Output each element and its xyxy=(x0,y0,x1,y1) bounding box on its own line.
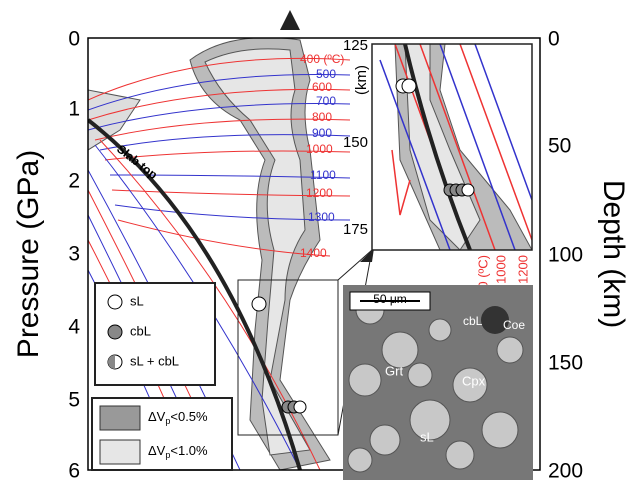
legend-label: cbL xyxy=(130,323,151,338)
y-tick-label: 6 xyxy=(68,460,80,483)
inset-tick-label: 125 xyxy=(343,37,368,54)
isotherm-label: 400 (ºC) xyxy=(300,52,344,66)
y2-tick-label: 150 xyxy=(548,352,583,375)
isotherm-label: 600 xyxy=(312,80,332,94)
micrograph-label: cbL xyxy=(463,314,483,328)
isotherm-label: 1300 xyxy=(308,210,335,224)
y2-tick-label: 50 xyxy=(548,135,571,158)
y-tick-label: 0 xyxy=(68,28,80,51)
isotherm-label: 900 xyxy=(312,126,332,140)
micrograph-label: Cpx xyxy=(462,373,486,388)
threshold: <0.5% xyxy=(170,409,208,424)
slab-label: Slab top xyxy=(114,142,160,182)
y-tick-label: 3 xyxy=(68,243,80,266)
micrograph-label: sL xyxy=(420,429,434,444)
y2-tick-label: 0 xyxy=(548,28,560,51)
y-tick-label: 2 xyxy=(68,170,80,193)
legend-label: sL xyxy=(130,293,144,308)
y2-tick-label: 100 xyxy=(548,244,583,267)
isotherm-label: 700 xyxy=(316,94,336,108)
isotherm-label: 800 xyxy=(312,110,332,124)
symbol: ΔV xyxy=(148,443,166,458)
y-tick-label: 4 xyxy=(68,316,80,339)
micrograph-label: Grt xyxy=(385,363,403,378)
scale-label: 50 μm xyxy=(373,292,407,306)
isotherm-label: 1200 xyxy=(306,186,333,200)
y-axis-title: Pressure (GPa) xyxy=(12,150,45,358)
legend-label: sL + cbL xyxy=(130,353,179,368)
y2-axis-title: Depth (km) xyxy=(597,180,630,328)
threshold: <1.0% xyxy=(170,443,208,458)
y-tick-label: 5 xyxy=(68,389,80,412)
micrograph-label: Coe xyxy=(503,318,525,332)
isotherm-label: 1400 xyxy=(300,246,327,260)
micrograph xyxy=(343,285,533,480)
symbol: ΔV xyxy=(148,409,166,424)
inset-tick-label: 150 xyxy=(343,134,368,151)
y2-tick-label: 200 xyxy=(548,460,583,483)
isotherm-label: 500 xyxy=(316,67,336,81)
inset-axis-title: (km) xyxy=(353,65,370,95)
isotherm-label: 1000 xyxy=(306,142,333,156)
marker-sL xyxy=(252,297,266,311)
markers-mixed xyxy=(282,401,306,413)
inset xyxy=(372,44,532,250)
trench-marker xyxy=(280,10,300,30)
velocity-legend-label: ΔVp<1.0% xyxy=(148,443,208,460)
velocity-legend-label: ΔVp<0.5% xyxy=(148,409,208,426)
figure: 0 1 2 3 4 5 6 Pressure (GPa) 0 50 100 15… xyxy=(0,0,635,489)
y-tick-label: 1 xyxy=(68,98,80,121)
inset-iso-label: 1000 xyxy=(493,255,508,284)
isotherm-label: 1100 xyxy=(310,168,336,182)
inset-tick-label: 175 xyxy=(343,221,368,238)
inset-iso-label: 1200 xyxy=(515,255,530,284)
legend xyxy=(95,283,215,385)
